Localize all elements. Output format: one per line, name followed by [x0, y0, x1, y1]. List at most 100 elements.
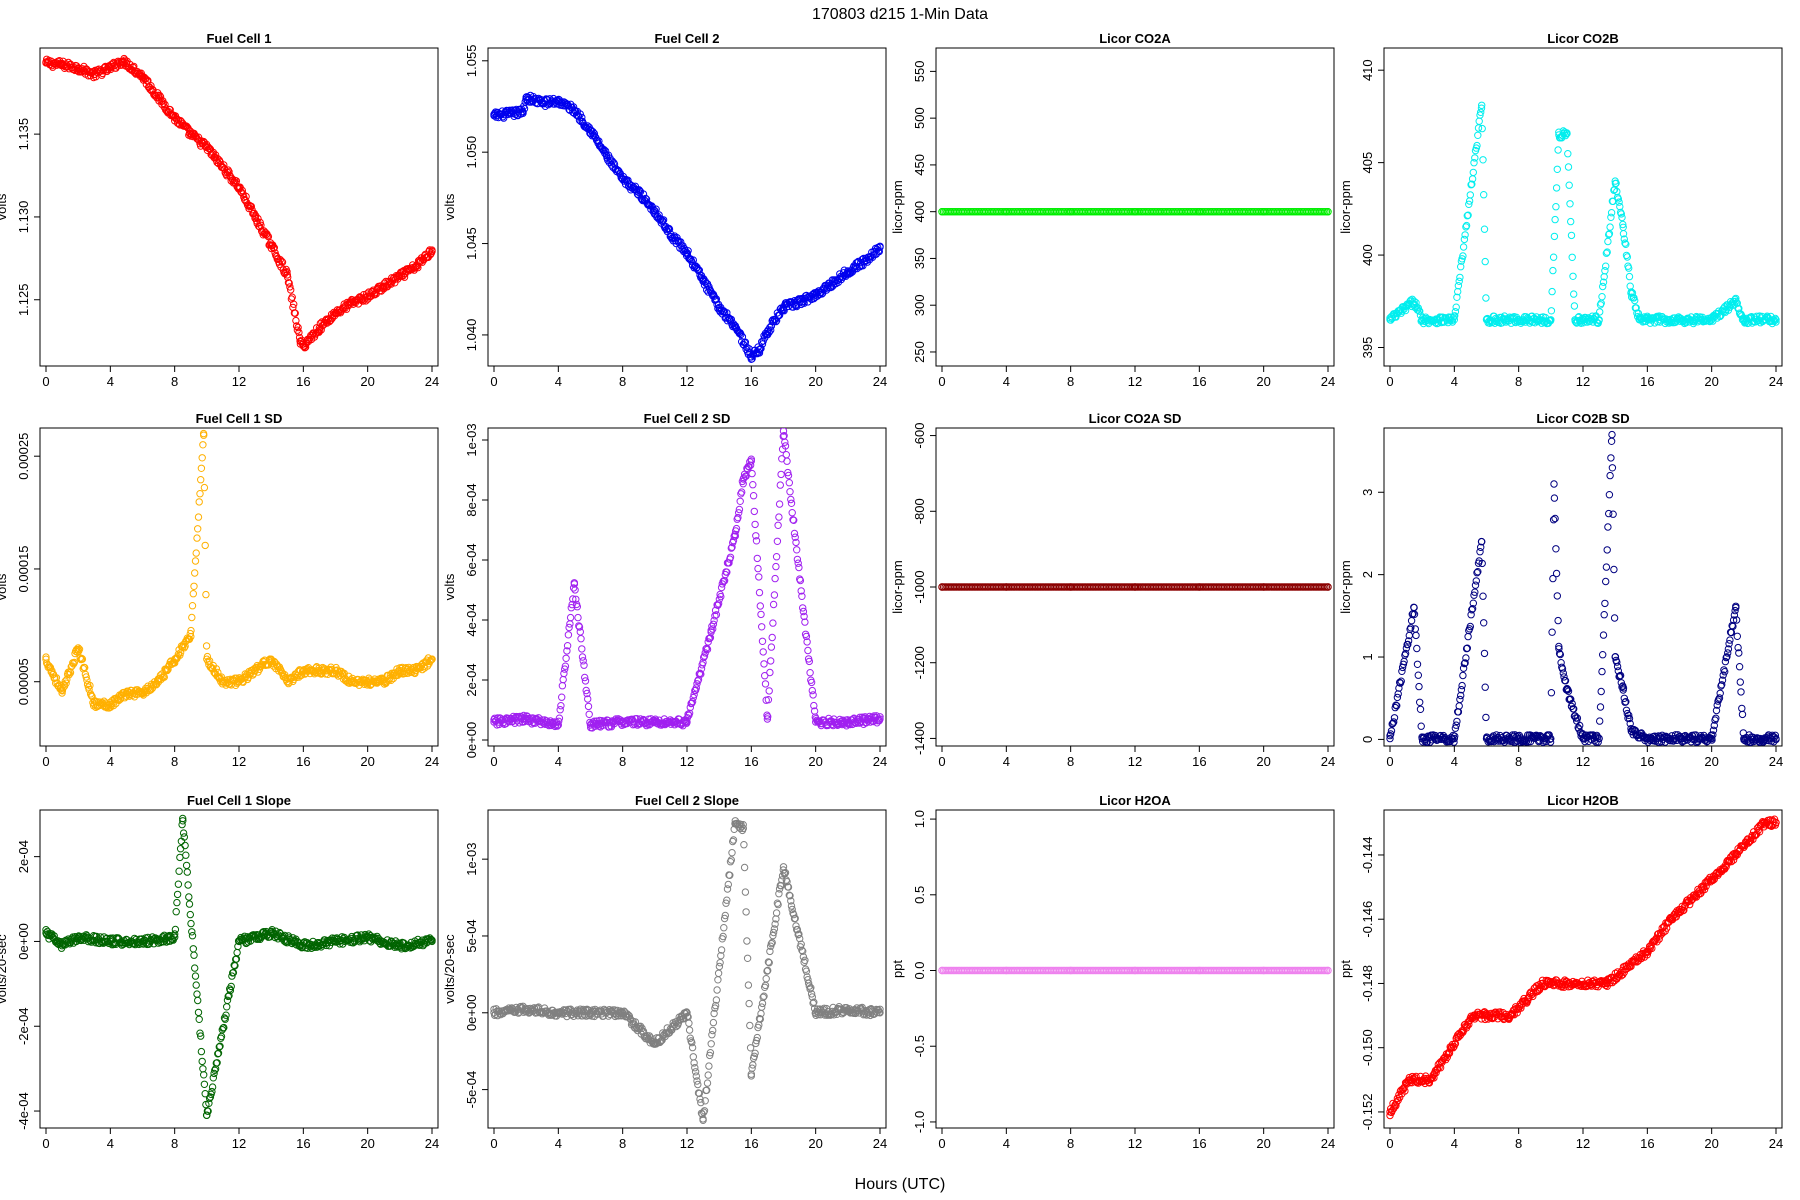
trace-point [263, 232, 272, 240]
data-point [755, 345, 764, 354]
trace-point [772, 909, 781, 917]
trace-point [1481, 257, 1489, 266]
trace-point [685, 1019, 693, 1027]
data-point [1643, 316, 1652, 324]
trace-point [172, 908, 180, 916]
data-point [1740, 734, 1748, 743]
y-tick-label: 1.135 [16, 118, 31, 151]
trace-point [784, 468, 792, 477]
trace-point [1549, 266, 1557, 275]
trace-point [1614, 195, 1623, 203]
y-tick-label: 550 [912, 61, 927, 83]
trace-point [1451, 724, 1460, 732]
x-tick-label: 20 [808, 374, 822, 389]
trace-point [710, 1009, 718, 1018]
x-tick-label: 16 [296, 1136, 310, 1151]
trace-point [390, 274, 398, 282]
x-tick-label: 4 [1003, 374, 1010, 389]
trace-point [1617, 210, 1626, 218]
trace-point [720, 924, 728, 932]
panel-title: Fuel Cell 1 Slope [187, 793, 291, 808]
trace-point [754, 564, 762, 573]
data-point [171, 655, 179, 663]
trace-point [1402, 644, 1411, 652]
trace-point [182, 861, 191, 870]
data-point [1619, 223, 1627, 232]
data-point [763, 327, 772, 335]
trace-point [295, 328, 303, 337]
data-point [267, 655, 275, 663]
trace-point [186, 910, 195, 919]
y-axis-label: licor-ppm [890, 560, 905, 613]
trace-point [46, 663, 55, 672]
trace-point [774, 900, 782, 909]
trace-point [204, 1107, 212, 1115]
trace-point [307, 944, 316, 952]
trace-point [185, 900, 194, 908]
data-point [522, 93, 530, 102]
trace-point [1474, 131, 1482, 140]
x-tick-label: 0 [490, 374, 497, 389]
trace-point [213, 158, 221, 167]
trace-point [1546, 735, 1554, 743]
data-point [1732, 603, 1740, 612]
trace-point [174, 650, 183, 658]
trace-point [767, 940, 776, 948]
trace-point [1533, 732, 1542, 740]
trace-point [247, 202, 256, 211]
trace-point [70, 658, 79, 667]
trace-point [1721, 657, 1730, 666]
trace-point [242, 939, 250, 948]
trace-point [635, 186, 643, 194]
trace-point [763, 967, 771, 975]
trace-point [1593, 733, 1602, 741]
trace-point [1407, 624, 1415, 632]
trace-point [729, 836, 738, 844]
data-point [138, 689, 147, 697]
trace-point [188, 932, 197, 940]
trace-point [195, 498, 203, 506]
trace-point [694, 677, 702, 685]
trace-point [795, 563, 803, 572]
trace-point [716, 959, 724, 967]
trace-point [200, 1071, 208, 1079]
data-point [1410, 297, 1418, 305]
trace-point [268, 926, 276, 934]
trace-point [804, 646, 812, 655]
trace-point [176, 845, 185, 853]
trace-point [723, 568, 731, 576]
trace-point [692, 1072, 700, 1080]
x-tick-label: 8 [1515, 374, 1522, 389]
trace-point [1732, 294, 1740, 303]
trace-point [639, 1027, 648, 1036]
trace-point [201, 541, 209, 550]
trace-point [709, 1026, 717, 1035]
trace-point [182, 851, 190, 859]
trace-point [1616, 202, 1624, 211]
data-point [1067, 208, 1075, 216]
trace-point [1545, 731, 1553, 739]
data-point [1547, 316, 1555, 324]
trace-point [1724, 645, 1733, 653]
data-point [1482, 734, 1491, 743]
trace-point [766, 947, 774, 956]
trace-point [1607, 213, 1615, 222]
y-tick-label: -5e-04 [464, 1071, 479, 1109]
trace-point [720, 914, 729, 923]
trace-point [767, 326, 775, 334]
trace-point [810, 701, 818, 710]
data-point [651, 207, 659, 215]
trace-point [1610, 614, 1619, 622]
trace-point [775, 890, 783, 898]
trace-point [1546, 738, 1555, 746]
trace-point [1620, 235, 1629, 243]
trace-point [759, 648, 767, 656]
trace-point [229, 968, 238, 977]
trace-point [1468, 180, 1476, 188]
trace-point [173, 898, 181, 907]
data-point [235, 937, 243, 946]
data-point [1555, 645, 1563, 653]
trace-point [1392, 701, 1400, 709]
trace-point [578, 645, 586, 653]
trace-point [65, 671, 73, 679]
